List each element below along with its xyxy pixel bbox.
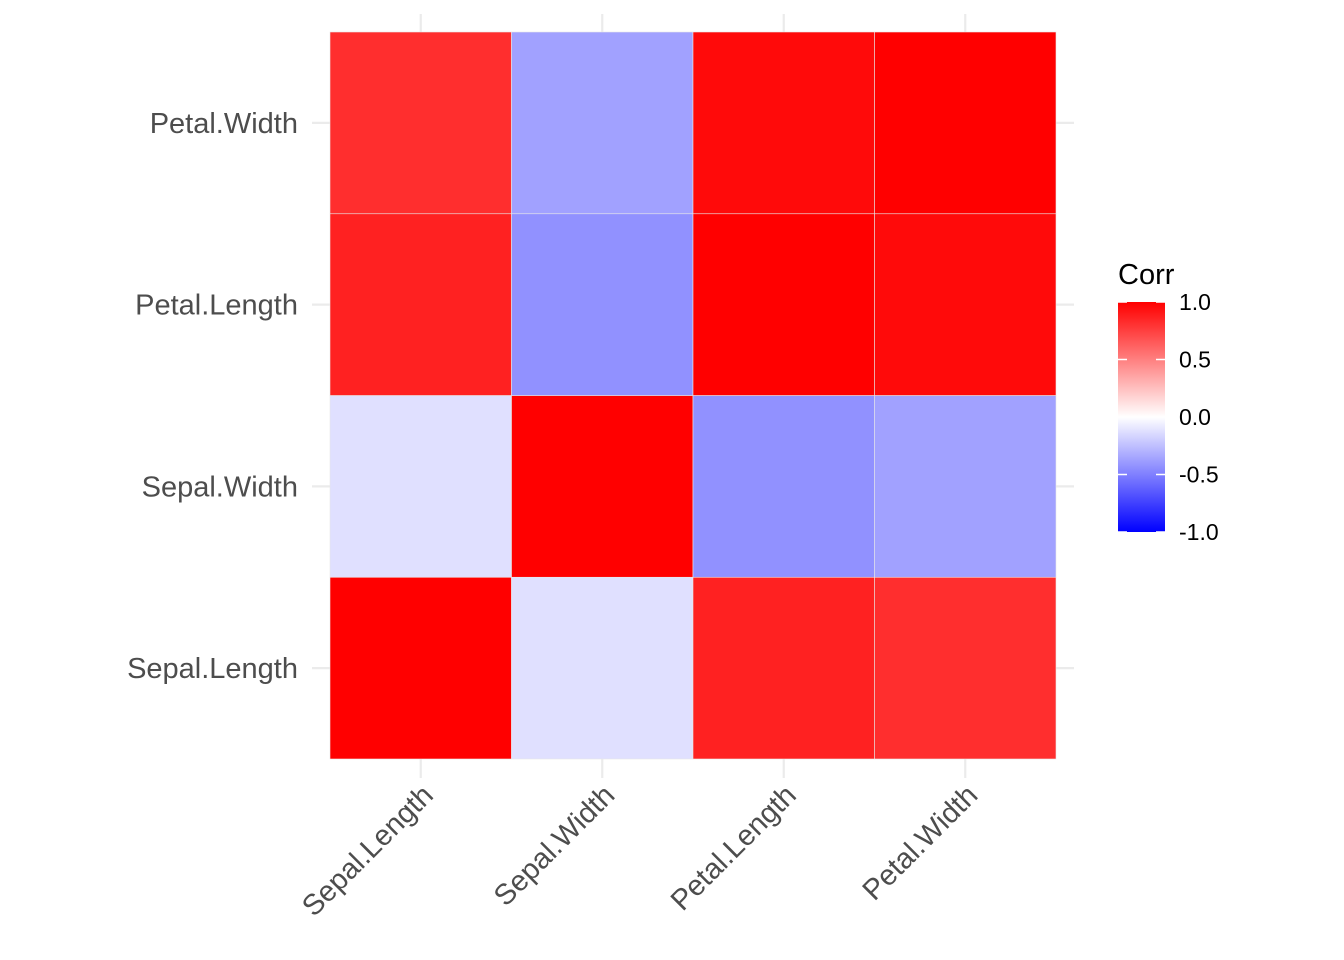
legend-title: Corr (1118, 259, 1175, 291)
heatmap-cell (874, 213, 1057, 396)
heatmap-cell (511, 576, 694, 760)
heatmap-cell (874, 395, 1057, 578)
legend-tick-label: -0.5 (1179, 462, 1219, 488)
heatmap-cell (692, 213, 875, 396)
y-tick-label: Sepal.Width (142, 471, 298, 503)
heatmap-cell (329, 31, 512, 215)
heatmap-cell (511, 395, 694, 578)
heatmap-cell (692, 576, 875, 760)
x-axis: Sepal.Length Sepal.Width Petal.Length Petal… (296, 779, 984, 922)
heatmap-tiles (329, 31, 1057, 760)
heatmap-cell (874, 31, 1057, 215)
heatmap-cell (329, 576, 512, 760)
y-tick-label: Petal.Width (150, 108, 298, 140)
heatmap-cell (692, 31, 875, 215)
heatmap-cell (874, 576, 1057, 760)
x-tick-label: Petal.Width (857, 779, 984, 906)
legend-tick-label: 0.5 (1179, 347, 1211, 373)
y-axis: Sepal.Length Sepal.Width Petal.Length Petal… (127, 108, 298, 685)
heatmap-cell (329, 213, 512, 396)
heatmap-cell (511, 31, 694, 215)
legend-tick-label: 0.0 (1179, 404, 1211, 430)
legend-tick-label: 1.0 (1179, 289, 1211, 315)
y-tick-label: Petal.Length (135, 290, 298, 322)
heatmap-cell (329, 395, 512, 578)
heatmap-cell (511, 213, 694, 396)
x-tick-label: Sepal.Width (488, 779, 621, 912)
legend-ticks: 1.0 0.5 0.0 -0.5 -1.0 (1118, 289, 1219, 545)
y-tick-label: Sepal.Length (127, 653, 298, 685)
legend: Corr 1.0 0.5 0.0 -0.5 -1.0 (1118, 259, 1219, 545)
legend-tick-label: -1.0 (1179, 519, 1219, 545)
x-tick-label: Sepal.Length (296, 779, 439, 922)
heatmap-cell (692, 395, 875, 578)
x-tick-label: Petal.Length (665, 779, 803, 917)
